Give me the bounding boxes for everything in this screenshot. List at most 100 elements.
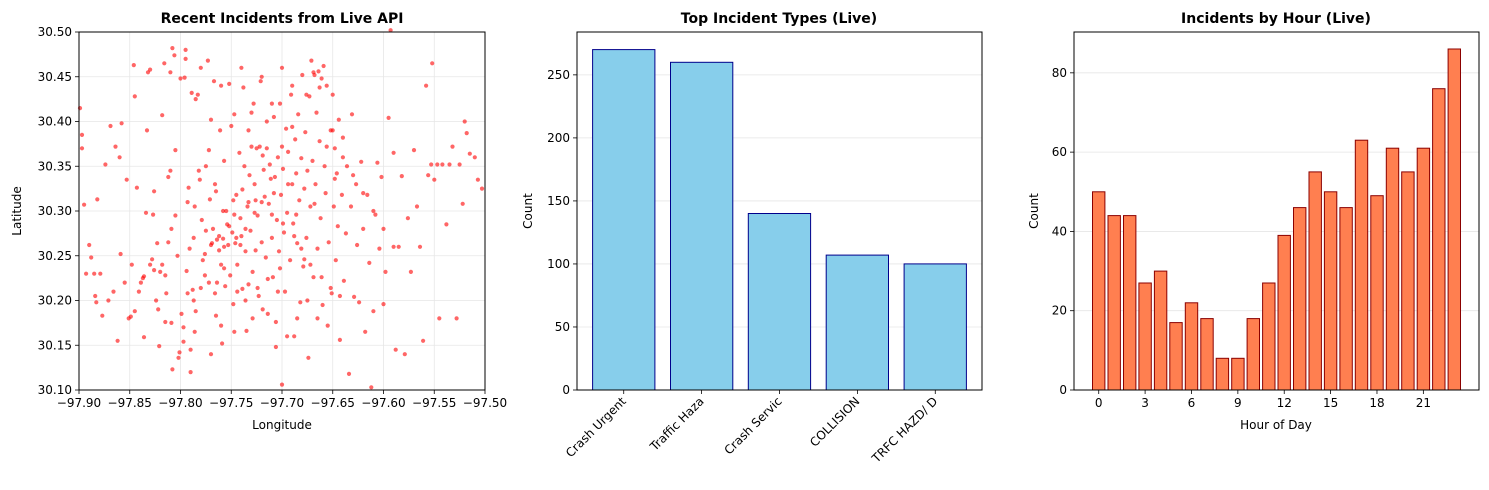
scatter-point [235,262,240,267]
scatter-point [220,341,225,346]
scatter-point [429,162,434,167]
scatter-point [249,110,254,115]
hour-bars [1092,48,1461,391]
scatter-x-label: Longitude [252,418,312,432]
scatter-point [340,135,345,140]
scatter-point [260,307,265,312]
scatter-point [197,177,202,182]
scatter-point [311,275,316,280]
scatter-point [198,285,203,291]
scatter-point [206,280,211,285]
scatter-x-tick-label: −97.80 [158,396,202,410]
scatter-point [361,191,366,196]
scatter-point [148,67,153,72]
scatter-point [334,171,339,176]
scatter-point [336,117,341,122]
scatter-point [435,162,440,167]
scatter-point [95,197,100,202]
scatter-point [193,97,198,102]
scatter-point [188,347,193,352]
scatter-point [141,274,147,279]
scatter-point [199,217,204,223]
scatter-point [265,311,270,316]
scatter-point [288,258,293,263]
scatter-point [269,235,274,240]
scatter-point [414,204,420,209]
scatter-point [305,298,310,303]
scatter-point [324,83,329,88]
scatter-point [207,197,212,202]
hour-x-tick-label: 6 [1188,396,1196,410]
scatter-point [221,236,226,241]
scatter-point [181,339,186,344]
scatter-point [252,210,257,215]
scatter-point [348,204,354,209]
hour-bar [1447,48,1461,391]
scatter-point [344,164,350,169]
scatter-point [315,246,320,251]
hour-y-tick-label: 80 [1052,66,1067,80]
scatter-point [152,268,157,273]
scatter-point [457,162,462,167]
scatter-point [298,300,303,305]
scatter-point [163,319,168,325]
scatter-point [367,260,372,265]
scatter-point [93,293,98,299]
scatter-point [150,257,155,262]
scatter-point [193,309,198,314]
scatter-point [227,224,232,229]
scatter-point [253,198,258,203]
scatter-point [317,139,322,144]
scatter-point [232,112,237,117]
scatter-point [129,262,134,267]
scatter-point [296,112,301,117]
scatter-point [148,262,153,267]
scatter-point [203,164,208,169]
scatter-point [332,146,337,151]
scatter-point [168,70,173,75]
scatter-point [273,319,278,325]
scatter-point [227,81,232,86]
scatter-point [391,244,396,249]
scatter-point [213,189,219,194]
scatter-point [286,149,291,154]
scatter-point [117,155,122,160]
scatter-point [228,273,233,278]
scatter-point [177,350,182,355]
scatter-point [426,173,431,178]
scatter-point [182,75,187,80]
scatter-point [240,187,245,192]
scatter-point [314,110,319,115]
scatter-point [454,316,459,321]
scatter-point [322,164,327,169]
scatter-point [254,146,259,151]
scatter-point [185,291,190,296]
types-y-ticks: 0 50 100 150 200 250 [547,68,577,397]
hour-x-tick-label: 18 [1369,396,1384,410]
scatter-point [248,228,253,233]
scatter-point [309,58,314,63]
scatter-point [324,144,329,149]
hour-y-tick-label: 40 [1052,224,1067,238]
scatter-point [304,92,309,97]
scatter-point [172,53,177,58]
scatter-point [84,271,89,276]
scatter-y-tick-label: 30.35 [38,159,72,173]
scatter-point [432,177,437,182]
scatter-point [363,329,368,334]
scatter-point [185,200,190,205]
scatter-point [259,200,264,205]
scatter-point [186,185,191,190]
scatter-point [386,115,391,120]
scatter-point [169,320,174,325]
scatter-point [253,248,258,253]
scatter-y-tick-label: 30.40 [38,115,72,129]
hour-bar [1092,191,1106,391]
scatter-point [243,249,248,254]
scatter-point [208,352,214,357]
scatter-point [219,83,224,88]
scatter-point [222,244,227,249]
scatter-point [132,94,137,99]
scatter-y-tick-label: 30.45 [38,70,72,84]
hour-bar [1401,171,1415,391]
